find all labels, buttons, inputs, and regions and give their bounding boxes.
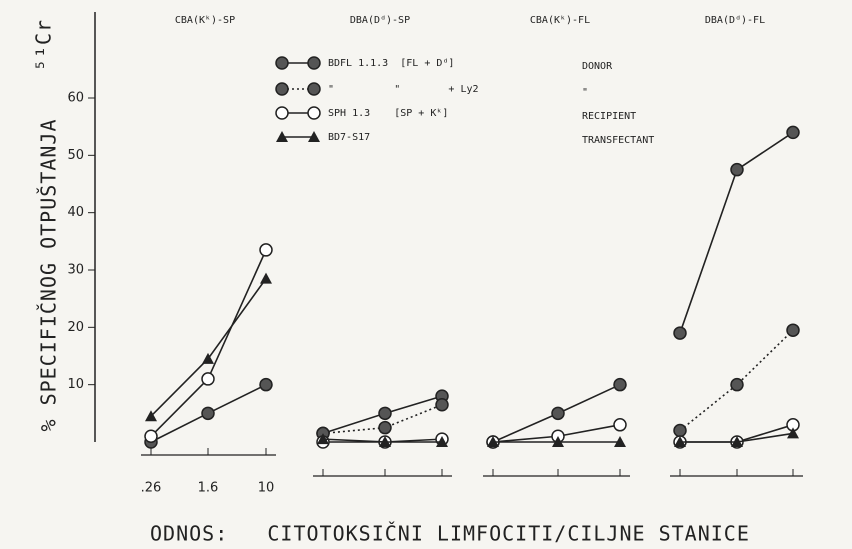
point	[259, 377, 273, 392]
x-tick-label: .26	[141, 481, 162, 496]
y-tick-label: 30	[67, 263, 84, 278]
point	[436, 436, 448, 447]
point	[614, 436, 626, 447]
series-line	[150, 278, 267, 417]
y-tick-label: 20	[67, 320, 84, 335]
point	[786, 125, 800, 140]
legend-label: BD7-S17	[328, 132, 370, 143]
legend-note: "	[582, 87, 588, 98]
legend-note: RECIPIENT	[582, 111, 636, 122]
legend-marker	[308, 131, 320, 142]
point	[487, 436, 499, 447]
x-tick-label: 1.6	[198, 481, 219, 496]
point	[730, 377, 744, 392]
legend-marker	[307, 106, 321, 120]
x-tick-label: 10	[258, 481, 275, 496]
legend-marker	[275, 82, 289, 96]
legend-marker	[275, 56, 289, 70]
panel-title: DBA(Dᵈ)-FL	[705, 15, 765, 26]
series-line	[322, 403, 443, 435]
point	[731, 436, 743, 447]
legend-marker	[307, 82, 321, 96]
point	[317, 433, 329, 445]
legend-marker	[307, 56, 321, 70]
y-axis-label: % SPECIFIČNOG OTPUŠTANJA	[37, 119, 61, 432]
point	[144, 429, 158, 444]
point	[379, 436, 391, 447]
legend-marker	[276, 131, 288, 142]
y-tick-label: 10	[67, 377, 84, 392]
point	[202, 352, 214, 364]
point	[378, 406, 392, 421]
point	[552, 436, 564, 447]
legend-label: SPH 1.3 [SP + Kᵏ]	[328, 108, 448, 119]
legend-marker	[275, 106, 289, 120]
panel-title: CBA(Kᵏ)-FL	[530, 15, 590, 26]
point	[145, 410, 157, 422]
y-tick-label: 50	[67, 148, 84, 163]
legend-label: " " + Ly2	[328, 84, 479, 95]
series-line	[679, 131, 794, 334]
y-tick-label: 60	[67, 91, 84, 106]
point	[730, 162, 744, 177]
point	[201, 372, 215, 386]
point	[613, 418, 627, 432]
y-tick-label: 40	[67, 205, 84, 220]
point	[551, 406, 565, 421]
point	[378, 420, 392, 435]
x-axis-label: ODNOS: CITOTOKSIČNI LIMFOCITI/CILJNE STA…	[150, 522, 750, 546]
point	[673, 423, 687, 438]
point	[674, 436, 686, 447]
legend-note: TRANSFECTANT	[582, 135, 654, 146]
panel-title: DBA(Dᵈ)-SP	[350, 15, 410, 26]
point	[259, 243, 273, 257]
point	[613, 377, 627, 392]
point	[787, 427, 799, 439]
y-axis-unit: ⁵¹Cr	[32, 19, 56, 71]
legend-note: DONOR	[582, 61, 613, 72]
legend-label: BDFL 1.1.3 [FL + Dᵈ]	[328, 58, 454, 69]
series-line	[679, 329, 794, 432]
point	[201, 406, 215, 421]
point	[786, 323, 800, 337]
point	[435, 397, 449, 412]
point	[260, 272, 272, 284]
panel-title: CBA(Kᵏ)-SP	[175, 15, 235, 26]
point	[673, 326, 687, 340]
